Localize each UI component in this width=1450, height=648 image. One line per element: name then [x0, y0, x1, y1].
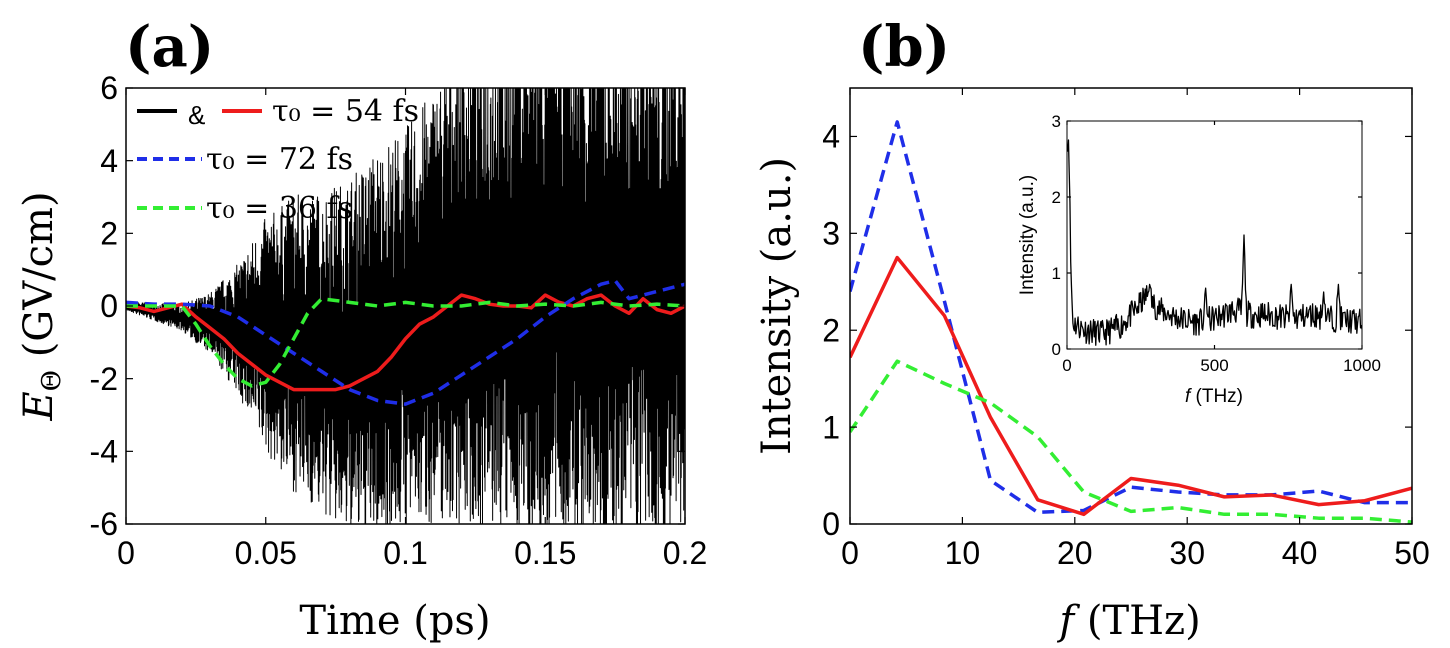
y-tick-label: 4 — [822, 119, 840, 155]
spectrum-series-0 — [850, 120, 1412, 515]
clipped-series-group — [1067, 139, 1362, 346]
panel-b-x-ticks: 0 10 20 30 40 50 — [841, 88, 1430, 571]
y-tick-label: 3 — [822, 216, 840, 252]
panel-a-x-ticks: 0 0.05 0.1 0.15 0.2 — [117, 88, 707, 571]
y-tick-label: -6 — [90, 506, 118, 542]
x-tick-label: 10 — [945, 535, 981, 571]
panel-a: (a) -6 -4 -2 0 2 4 6 0 0.05 0.1 0.15 0.2 Time (ps)… — [16, 14, 707, 644]
legend-label-54fs: τ₀ = 54 fs — [272, 94, 419, 129]
inset-x-axis-unit: (THz) — [1190, 386, 1243, 407]
y-tick-label: 3 — [1052, 112, 1061, 131]
x-tick-label: 20 — [1057, 535, 1093, 571]
panel-b-y-ticks: 0 1 2 3 4 — [822, 119, 1412, 542]
panel-b-inset: 0 1 2 3 0 500 1000 f (THz) Intensity (a.u.) — [1017, 112, 1381, 407]
y-tick-label: -4 — [90, 434, 118, 470]
series-line-1 — [126, 278, 685, 406]
inset-x-axis-label: f (THz) — [1185, 386, 1243, 407]
panel-b-label: (b) — [858, 14, 950, 80]
panel-a-y-axis-symbol: E — [16, 391, 62, 421]
y-tick-label: -2 — [90, 361, 118, 397]
y-tick-label: 0 — [822, 506, 840, 542]
panel-a-plot-area — [126, 88, 685, 524]
y-tick-label: 6 — [100, 70, 118, 106]
inset-spectrum-trace — [1067, 139, 1362, 346]
x-tick-label: 0.1 — [383, 535, 427, 571]
inset-x-ticks: 0 500 1000 — [1062, 121, 1381, 375]
inset-plot-area — [1067, 139, 1362, 346]
legend-label-36fs: τ₀ = 36 fs — [206, 191, 353, 226]
panel-a-x-axis-label: Time (ps) — [299, 598, 490, 644]
panel-a-y-axis-unit: (GV/cm) — [16, 191, 62, 370]
panel-b-y-axis-label: Intensity (a.u.) — [754, 157, 800, 455]
panel-b-frame — [849, 87, 1413, 525]
x-tick-label: 0.2 — [663, 535, 707, 571]
y-tick-label: 2 — [100, 216, 118, 252]
x-tick-label: 30 — [1169, 535, 1205, 571]
panel-a-y-axis-label: EΘ (GV/cm) — [16, 191, 67, 421]
y-tick-label: 1 — [822, 409, 840, 445]
legend-prefix: & — [188, 100, 205, 130]
panel-a-y-ticks: -6 -4 -2 0 2 4 6 — [90, 70, 685, 542]
x-tick-label: 0 — [841, 535, 859, 571]
panel-a-label: (a) — [125, 14, 214, 80]
y-tick-label: 0 — [100, 288, 118, 324]
spectrum-series-2 — [850, 359, 1412, 524]
inset-y-ticks: 0 1 2 3 — [1052, 112, 1362, 359]
panel-b-x-axis-label: f (THz) — [1056, 598, 1200, 644]
x-tick-label: 1000 — [1343, 356, 1381, 375]
y-tick-label: 4 — [100, 143, 118, 179]
series-line-2 — [126, 296, 685, 388]
clipped-series-group — [126, 88, 685, 524]
inset-x-axis-symbol: f — [1185, 386, 1192, 407]
y-tick-label: 2 — [822, 312, 840, 348]
y-tick-label: 1 — [1052, 264, 1061, 283]
spectrum-series-1 — [850, 255, 1412, 517]
panel-a-y-axis-subscript: Θ — [37, 370, 67, 391]
x-tick-label: 0.15 — [514, 535, 576, 571]
x-tick-label: 40 — [1282, 535, 1318, 571]
inset-y-axis-label: Intensity (a.u.) — [1017, 175, 1038, 295]
panel-a-legend: & τ₀ = 54 fs τ₀ = 72 fs τ₀ = 36 fs — [137, 94, 419, 226]
panel-b-plot-area — [850, 120, 1412, 524]
clipped-series-group — [850, 120, 1412, 524]
x-tick-label: 0 — [117, 535, 135, 571]
x-tick-label: 0 — [1062, 356, 1071, 375]
legend-label-72fs: τ₀ = 72 fs — [206, 142, 353, 177]
y-tick-label: 2 — [1052, 188, 1061, 207]
series-line-0 — [126, 293, 685, 392]
x-tick-label: 0.05 — [235, 535, 297, 571]
panel-b-x-axis-unit: (THz) — [1074, 598, 1201, 644]
x-tick-label: 50 — [1394, 535, 1430, 571]
y-tick-label: 0 — [1052, 340, 1061, 359]
x-tick-label: 500 — [1200, 356, 1228, 375]
